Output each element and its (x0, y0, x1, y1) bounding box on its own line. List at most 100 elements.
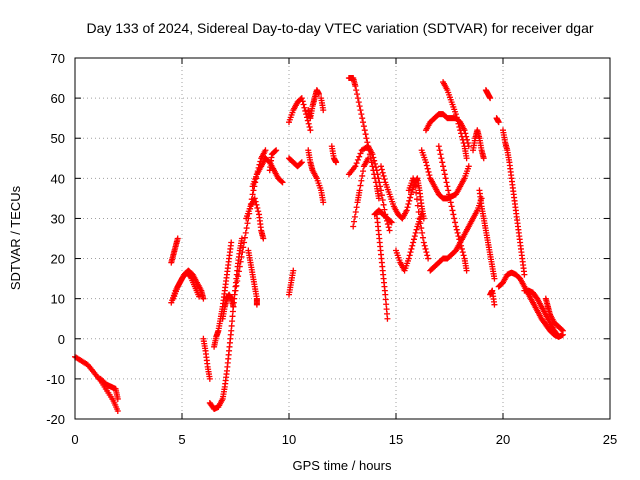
data-point (372, 160, 379, 167)
data-point (279, 179, 286, 186)
data-point (350, 223, 357, 230)
data-point (419, 234, 426, 241)
data-point (412, 183, 419, 190)
data-point (421, 242, 428, 249)
data-point (365, 155, 372, 162)
data-points (72, 75, 566, 414)
data-point (448, 203, 455, 210)
data-point (417, 220, 424, 227)
data-point (446, 191, 453, 198)
data-point (360, 168, 367, 175)
data-point (174, 235, 181, 242)
data-point (353, 204, 360, 211)
data-point (445, 187, 452, 194)
data-point (385, 224, 392, 231)
data-point (351, 213, 358, 220)
data-point (425, 168, 432, 175)
data-point (495, 119, 502, 126)
data-point (298, 95, 305, 102)
data-point (438, 155, 445, 162)
data-point (452, 111, 459, 118)
data-point (302, 107, 309, 114)
data-point (228, 239, 235, 246)
y-tick-label: -20 (46, 412, 65, 427)
data-point (451, 215, 458, 222)
data-point (384, 315, 391, 322)
data-point (441, 171, 448, 178)
data-point (234, 278, 241, 285)
data-point (454, 229, 461, 236)
data-point (298, 159, 305, 166)
x-tick-label: 10 (282, 432, 296, 447)
x-tick-label: 0 (71, 432, 78, 447)
data-point (239, 249, 246, 256)
data-point (300, 101, 307, 108)
data-point (554, 332, 561, 339)
data-point (388, 219, 395, 226)
data-point (358, 111, 365, 118)
y-axis-label: SDTVAR / TECUs (8, 185, 23, 290)
data-point (443, 179, 450, 186)
data-point (354, 91, 361, 98)
data-point (410, 239, 417, 246)
y-tick-label: 30 (51, 211, 65, 226)
data-point (241, 234, 248, 241)
data-point (355, 99, 362, 106)
data-point (359, 115, 366, 122)
data-point (419, 229, 426, 236)
data-point (444, 183, 451, 190)
data-point (458, 130, 465, 137)
data-point (455, 233, 462, 240)
data-point (425, 255, 432, 262)
data-point (196, 293, 203, 300)
data-point (237, 258, 244, 265)
data-point (307, 127, 314, 134)
data-point (356, 103, 363, 110)
data-point (360, 123, 367, 130)
data-point (236, 263, 243, 270)
data-point (315, 91, 322, 98)
data-point (386, 227, 393, 234)
data-point (353, 87, 360, 94)
data-point (370, 154, 377, 161)
data-point (426, 172, 433, 179)
data-point (200, 295, 207, 302)
data-point (459, 249, 466, 256)
data-point (460, 140, 467, 147)
data-point (114, 407, 121, 414)
data-point (206, 375, 213, 382)
data-point (351, 218, 358, 225)
data-point (253, 301, 260, 308)
y-tick-label: 50 (51, 131, 65, 146)
data-point (422, 159, 429, 166)
data-point (301, 104, 308, 111)
data-point (423, 162, 430, 169)
data-point (458, 245, 465, 252)
data-point (260, 235, 267, 242)
data-point (254, 205, 261, 212)
data-point (454, 117, 461, 124)
x-axis-label: GPS time / hours (293, 458, 392, 473)
data-point (555, 333, 562, 340)
data-point (436, 147, 443, 154)
data-point (452, 223, 459, 230)
data-point (356, 153, 363, 160)
data-point (453, 114, 460, 121)
data-point (375, 175, 382, 182)
x-tick-label: 25 (603, 432, 617, 447)
data-point (238, 235, 245, 242)
data-point (413, 226, 420, 233)
data-point (410, 236, 417, 243)
data-point (455, 120, 462, 127)
data-point (262, 147, 269, 154)
data-point (242, 229, 249, 236)
data-point (255, 208, 262, 215)
data-point (459, 136, 466, 143)
data-point (491, 301, 498, 308)
data-point (320, 199, 327, 206)
y-tick-label: -10 (46, 372, 65, 387)
data-point (414, 202, 421, 209)
data-point (353, 160, 360, 167)
data-point (354, 156, 361, 163)
